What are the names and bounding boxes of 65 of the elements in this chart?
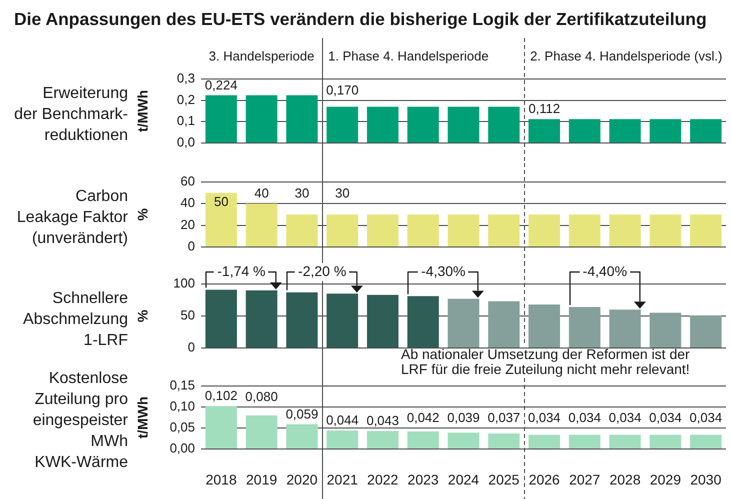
y-tick-label: 0,0: [176, 134, 195, 150]
data-label: 0,170: [326, 82, 359, 98]
data-label: 0,080: [245, 389, 278, 404]
x-tick-label: 2023: [408, 471, 439, 488]
y-tick-label: 20: [180, 216, 195, 232]
ref-line-label: 2. Phase 4. Handelsperiode (vsl.): [530, 48, 722, 64]
annotation: -1,74 %: [217, 262, 266, 279]
y-tick-label: 100: [173, 276, 195, 291]
y-tick-label: 0: [188, 340, 195, 355]
data-label: 0,034: [690, 410, 722, 426]
x-tick-label: 2020: [286, 471, 318, 488]
x-tick-label: 2019: [246, 471, 278, 488]
data-label: 30: [294, 186, 310, 201]
data-label: 30: [335, 186, 350, 201]
y-tick-label: 0,00: [170, 440, 195, 456]
annotation: -2,20 %: [298, 262, 346, 279]
y-tick-label: 0,3: [176, 70, 195, 86]
annotation: -4,30%: [421, 262, 466, 279]
data-label: 0,034: [528, 410, 561, 426]
annotation: Ab nationaler Umsetzung der Reformen ist der LRF für die freie Zuteilung nicht mehr relevant!: [401, 346, 690, 377]
x-tick-label: 2021: [326, 471, 358, 488]
y-tick-label: 0,05: [170, 420, 195, 435]
y-axis-title: %: [134, 208, 150, 221]
x-tick-label: 2018: [206, 471, 237, 488]
x-tick-label: 2029: [650, 471, 682, 488]
x-tick-label: 2026: [528, 471, 560, 488]
y-tick-label: 60: [180, 174, 195, 189]
x-tick-label: 2022: [367, 471, 399, 488]
x-tick-label: 2025: [488, 471, 520, 488]
y-axis-title: %: [134, 309, 150, 322]
ref-line-label: 1. Phase 4. Handelsperiode: [328, 48, 489, 64]
x-tick-label: 2030: [690, 471, 722, 488]
data-label: 0,102: [204, 388, 238, 404]
data-label: 0,034: [568, 410, 601, 426]
data-label: 0,044: [326, 412, 359, 428]
text: Carbon Leakage Faktor (unverändert): [16, 187, 128, 249]
x-tick-label: 2024: [448, 471, 480, 488]
data-label: 0,034: [608, 410, 642, 426]
data-label: 0,224: [204, 77, 238, 92]
data-label: 50: [214, 194, 228, 209]
y-axis-title: t/MWh: [134, 90, 150, 132]
data-label: 0,112: [528, 101, 560, 116]
chart-title: Die Anpassungen des EU-ETS verändern die bisherige Logik der Zertifikatzuteilung: [14, 9, 707, 29]
y-tick-label: 0,2: [176, 92, 195, 107]
y-tick-label: 40: [180, 195, 195, 210]
data-label: 0,043: [366, 413, 400, 428]
x-tick-label: 2027: [569, 471, 600, 488]
text: Erweiterung der Benchmark- reduktionen: [13, 84, 128, 146]
annotation: -4,40%: [582, 262, 628, 279]
x-tick-label: 2028: [609, 471, 641, 488]
data-label: 0,059: [286, 406, 318, 422]
y-axis-title: t/MWh: [134, 396, 150, 438]
text: Kostenlose Zuteilung pro eingespeister MWh KWK-Wärme: [32, 369, 128, 473]
y-tick-label: 0,1: [176, 113, 195, 128]
data-label: 0,042: [406, 410, 440, 426]
data-label: 0,034: [649, 410, 682, 426]
y-tick-label: 0,10: [170, 398, 195, 414]
data-label: 0,037: [488, 410, 520, 426]
y-tick-label: 0,15: [170, 378, 195, 393]
data-label: 40: [254, 186, 269, 201]
text: Schnellere Abschmelzung 1-LRF: [22, 288, 128, 350]
data-label: 0,039: [447, 410, 480, 426]
y-tick-label: 0: [188, 238, 195, 254]
text: 3. Handelsperiode: [208, 48, 314, 64]
y-tick-label: 50: [180, 308, 195, 323]
